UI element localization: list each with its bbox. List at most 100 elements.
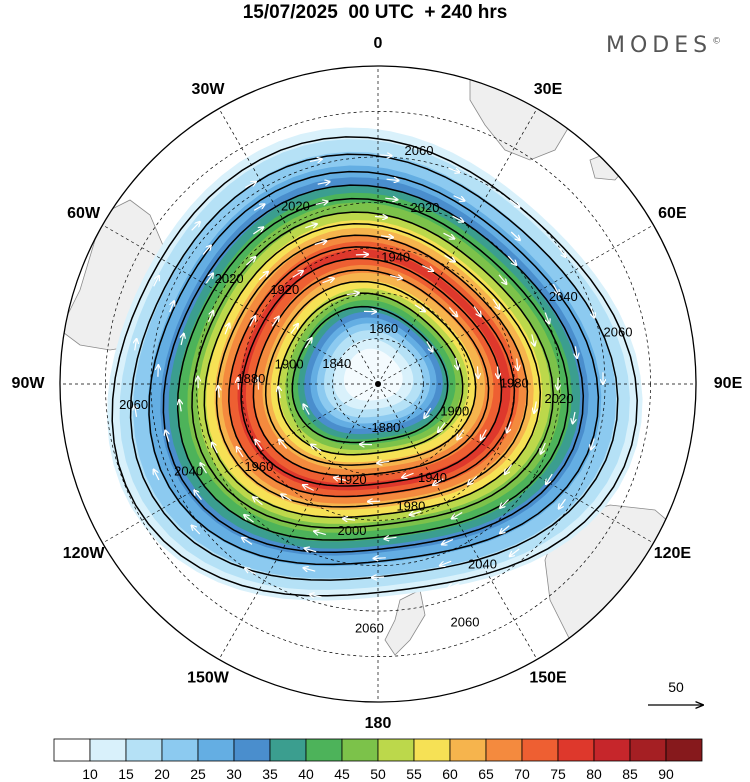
wind-arrow (258, 272, 268, 281)
new-zealand-land (384, 589, 426, 656)
wind-arrow (212, 443, 218, 454)
wind-arrow (424, 407, 432, 418)
contour-label: 2040 (468, 556, 497, 571)
contour-line (277, 292, 464, 456)
contour-label: 2060 (119, 397, 148, 412)
colorbar-tick-label: 50 (370, 766, 386, 782)
contour-label: 2020 (215, 271, 244, 286)
wind-arrow (245, 257, 255, 266)
contour-label: 1900 (275, 357, 304, 372)
wind-arrow (452, 215, 464, 221)
colorbar-swatch (161, 738, 199, 762)
colorbar-tick-label: 10 (82, 766, 98, 782)
wind-arrow (410, 511, 422, 515)
longitude-label: 60W (67, 205, 101, 222)
colorbar-tick-label: 80 (586, 766, 602, 782)
contour-label: 2060 (355, 621, 384, 636)
longitude-label: 60E (658, 205, 687, 222)
wind-arrow (255, 440, 263, 450)
wind-arrow (448, 583, 460, 588)
longitude-label: 120W (63, 545, 106, 562)
wind-arrow (245, 569, 256, 575)
wind-arrow (205, 274, 213, 284)
wind-arrow (390, 276, 402, 279)
contour-label: 2060 (451, 615, 480, 630)
longitude-label: 90E (714, 375, 743, 392)
colorbar-tick-label: 30 (226, 766, 242, 782)
longitude-label: 0 (374, 35, 383, 52)
colorbar-swatch (53, 738, 91, 762)
wind-arrow (478, 366, 479, 377)
wind-arrow (546, 473, 553, 484)
colorbar-swatch (485, 738, 523, 762)
colorbar-tick-label: 55 (406, 766, 422, 782)
colorbar-tick-label: 90 (658, 766, 674, 782)
contour-label: 2020 (545, 391, 574, 406)
wind-arrow (473, 306, 481, 317)
colorbar: 10 15 20 25 30 35 40 45 50 55 60 65 70 75 80 85 90 (53, 738, 703, 782)
wind-reference-label: 50 (668, 679, 684, 695)
colorbar-tick-label: 20 (154, 766, 170, 782)
wind-arrow (372, 577, 385, 578)
wind-vectors (135, 155, 603, 601)
contour-label: 1860 (369, 321, 398, 336)
wind-arrow (244, 515, 254, 523)
wind-speed-shading (107, 127, 643, 601)
wind-arrow (442, 539, 454, 545)
wind-reference-vector: 50 (648, 679, 703, 705)
wind-arrow (558, 247, 566, 257)
contour-label: 2020 (411, 200, 440, 215)
wind-arrow (379, 155, 392, 156)
meridian-line (377, 383, 538, 660)
contour-label: 1920 (270, 282, 299, 297)
wind-arrow (498, 274, 506, 284)
wind-arrow (385, 537, 397, 539)
south-pole-dot (375, 381, 381, 387)
wind-arrow (541, 442, 546, 454)
wind-arrow (238, 378, 239, 390)
map-boundary-circle (59, 65, 697, 703)
meridian-line (218, 108, 379, 385)
wind-arrow (402, 472, 414, 477)
wind-arrow (385, 198, 397, 199)
wind-arrow (443, 232, 455, 238)
wind-arrow (224, 324, 229, 335)
wind-arrow (343, 519, 356, 521)
wind-arrow (426, 341, 433, 351)
wind-arrow (218, 386, 219, 398)
colorbar-swatch (377, 738, 415, 762)
wind-arrow (279, 440, 288, 449)
wind-arrow (534, 401, 536, 413)
wind-arrow (253, 497, 263, 506)
wind-arrow (309, 159, 322, 162)
wind-arrow (500, 525, 510, 533)
contour-label: 1940 (381, 249, 410, 264)
longitude-labels: 0 30E 60E 90E 120E 150E 180 150W 120W 90W 60W 30W (12, 35, 743, 732)
colorbar-swatch (89, 738, 127, 762)
wind-arrow (368, 501, 381, 502)
contour-label: 2000 (338, 523, 367, 538)
wind-arrow (201, 463, 208, 474)
wind-arrow (481, 429, 487, 440)
brand-text: MODES (606, 33, 713, 58)
contour-labels: 2060 2020 2020 1940 2020 1920 1860 2040 2060 1840… (119, 143, 632, 636)
wind-arrow (457, 429, 465, 440)
wind-arrow (346, 293, 359, 295)
wind-arrow (314, 531, 326, 534)
wind-arrow (245, 182, 255, 189)
colorbar-tick-label: 70 (514, 766, 530, 782)
wind-arrow (237, 447, 244, 458)
contour-line (129, 153, 619, 581)
wind-arrow (292, 271, 303, 278)
contour-label: 1880 (371, 420, 400, 435)
wind-arrow (154, 470, 160, 481)
wind-arrow (290, 324, 298, 334)
wind-arrow (438, 422, 446, 432)
wind-arrow (380, 600, 392, 601)
wind-speed-band (343, 348, 403, 401)
colorbar-swatch (521, 738, 559, 762)
map-title: 15/07/2025 00 UTC + 240 hrs (242, 2, 508, 23)
wind-arrow (303, 485, 314, 491)
wind-arrow (181, 334, 184, 346)
colorbar-swatch (593, 738, 631, 762)
